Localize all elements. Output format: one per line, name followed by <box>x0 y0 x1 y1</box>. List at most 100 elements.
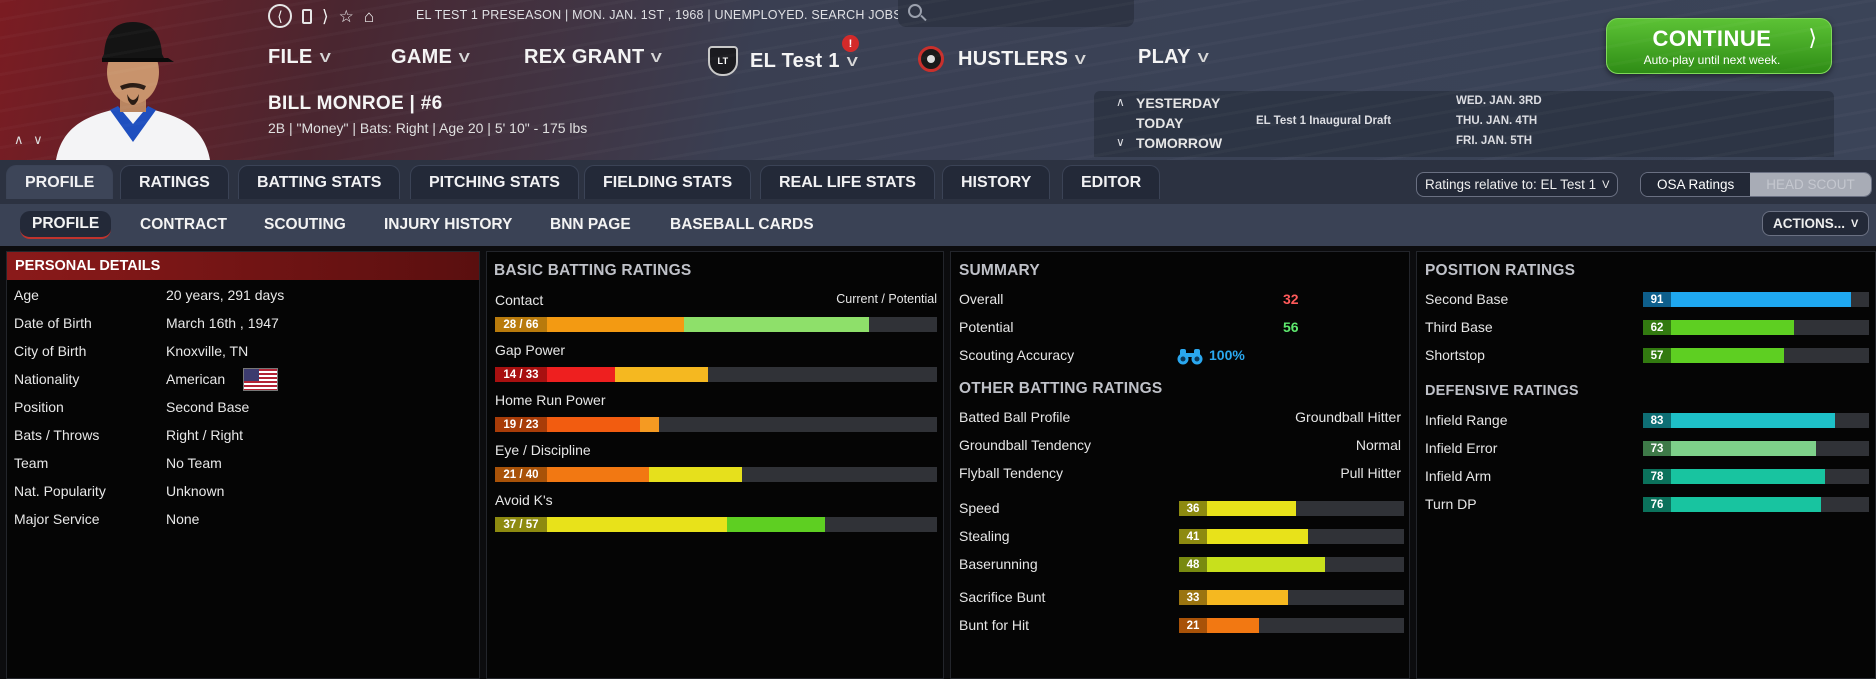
running-rating-bar: 36 <box>1179 501 1404 516</box>
menu-play[interactable]: PLAY V <box>1138 46 1210 69</box>
tab-batting-stats[interactable]: BATTING STATS <box>238 165 401 199</box>
head-scout-button[interactable]: HEAD SCOUT <box>1750 173 1871 196</box>
position-rating-value: 78 <box>1643 469 1671 484</box>
subtab-injury-history[interactable]: INJURY HISTORY <box>384 216 513 233</box>
tab-editor[interactable]: EDITOR <box>1062 165 1161 199</box>
rating-fill <box>1207 618 1259 633</box>
running-rating-label: Baserunning <box>959 556 1038 572</box>
chevron-up-icon[interactable]: ∧ <box>1116 95 1125 109</box>
game-status-line[interactable]: EL TEST 1 PRESEASON | MON. JAN. 1ST , 19… <box>416 8 913 22</box>
detail-value: No Team <box>166 455 222 471</box>
summary-title: SUMMARY <box>959 262 1040 279</box>
team-logo-icon <box>918 46 944 72</box>
menu-file[interactable]: FILE V <box>268 46 330 69</box>
tab-fielding-stats[interactable]: FIELDING STATS <box>584 165 752 199</box>
running-rating-value: 36 <box>1179 501 1207 516</box>
header: ∧ ∨ ⟨ ⟩ ☆ ⌂ EL TEST 1 PRESEASON | MON. J… <box>0 0 1876 160</box>
ratings-relative-dropdown[interactable]: Ratings relative to: EL Test 1 V <box>1416 172 1619 197</box>
other-batting-title: OTHER BATTING RATINGS <box>959 380 1163 397</box>
search-box[interactable] <box>898 0 1134 27</box>
search-input[interactable] <box>930 3 1126 23</box>
subtab-scouting[interactable]: SCOUTING <box>264 216 346 233</box>
home-icon[interactable]: ⌂ <box>363 6 375 26</box>
position-rating-value: 83 <box>1643 413 1671 428</box>
continue-button[interactable]: CONTINUE Auto-play until next week. ⟩ <box>1606 18 1832 74</box>
batting-rating-label: Contact <box>495 292 544 308</box>
position-ratings-title: POSITION RATINGS <box>1425 262 1576 279</box>
potential-value: 56 <box>1283 319 1299 335</box>
schedule-row-today[interactable]: TODAY EL Test 1 Inaugural Draft THU. JAN… <box>1094 115 1834 133</box>
subtab-bnn-page[interactable]: BNN PAGE <box>550 216 631 233</box>
batting-rating-label: Avoid K's <box>495 492 553 508</box>
batting-rating-value: 19 / 23 <box>495 417 547 432</box>
ratings-source-toggle: OSA Ratings HEAD SCOUT <box>1640 172 1872 197</box>
batting-rating-value: 21 / 40 <box>495 467 547 482</box>
batting-rating-bar: 14 / 33 <box>495 367 937 382</box>
actions-label: ACTIONS... <box>1773 216 1846 231</box>
forward-icon[interactable]: ⟩ <box>322 6 329 26</box>
summary-panel: SUMMARY Overall 32 Potential 56 Scouting… <box>950 251 1410 679</box>
batting-rating-bar: 21 / 40 <box>495 467 937 482</box>
detail-key: Bats / Throws <box>14 427 100 443</box>
current-fill <box>547 367 616 382</box>
position-rating-label: Third Base <box>1425 319 1493 335</box>
detail-value: Unknown <box>166 483 225 499</box>
running-rating-bar: 33 <box>1179 590 1404 605</box>
menu-team[interactable]: HUSTLERS V <box>918 46 1086 72</box>
player-up-down-arrows[interactable]: ∧ ∨ <box>14 132 46 147</box>
other-rating-key: Flyball Tendency <box>959 465 1064 481</box>
position-rating-bar: 78 <box>1643 469 1869 484</box>
position-rating-label: Second Base <box>1425 291 1509 307</box>
batting-rating-value: 37 / 57 <box>495 517 547 532</box>
menu-league[interactable]: LT EL Test 1 V <box>708 46 858 76</box>
running-rating-value: 33 <box>1179 590 1207 605</box>
tab-profile[interactable]: PROFILE <box>6 165 114 199</box>
document-icon[interactable] <box>302 8 312 24</box>
rating-fill <box>1671 320 1794 335</box>
star-icon[interactable]: ☆ <box>338 6 354 26</box>
subtab-baseball-cards[interactable]: BASEBALL CARDS <box>670 216 814 233</box>
schedule-row-yesterday[interactable]: ∧ YESTERDAY WED. JAN. 3RD <box>1094 95 1834 113</box>
potential-label: Potential <box>959 319 1014 335</box>
detail-value: Knoxville, TN <box>166 343 249 359</box>
batting-rating-bar: 19 / 23 <box>495 417 937 432</box>
position-rating-bar: 73 <box>1643 441 1869 456</box>
subtab-profile[interactable]: PROFILE <box>20 211 112 239</box>
schedule-event[interactable]: EL Test 1 Inaugural Draft <box>1256 115 1392 127</box>
schedule-date: FRI. JAN. 5TH <box>1456 135 1533 147</box>
menu-manager[interactable]: REX GRANT V <box>524 46 662 69</box>
position-rating-bar: 76 <box>1643 497 1869 512</box>
rating-fill <box>1207 501 1296 516</box>
tab-real-life-stats[interactable]: REAL LIFE STATS <box>760 165 935 199</box>
us-flag-icon <box>243 368 278 391</box>
osa-ratings-button[interactable]: OSA Ratings <box>1641 173 1751 196</box>
current-fill <box>547 467 650 482</box>
subtab-contract[interactable]: CONTRACT <box>140 216 227 233</box>
chevron-down-icon: V <box>1197 50 1210 65</box>
back-icon[interactable]: ⟨ <box>268 4 292 28</box>
chevron-down-icon[interactable]: ∨ <box>1116 135 1125 149</box>
rating-fill <box>1207 590 1289 605</box>
running-rating-value: 21 <box>1179 618 1207 633</box>
menu-game[interactable]: GAME V <box>391 46 470 69</box>
tab-ratings[interactable]: RATINGS <box>120 165 229 199</box>
batting-rating-label: Eye / Discipline <box>495 442 591 458</box>
detail-key: City of Birth <box>14 343 87 359</box>
position-rating-value: 73 <box>1643 441 1671 456</box>
actions-button[interactable]: ACTIONS... V <box>1762 211 1870 236</box>
main-tab-bar: PROFILE RATINGS BATTING STATS PITCHING S… <box>0 160 1876 204</box>
search-icon <box>908 4 922 18</box>
position-rating-label: Infield Arm <box>1425 468 1492 484</box>
rating-fill <box>1671 292 1852 307</box>
tab-history[interactable]: HISTORY <box>942 165 1051 199</box>
current-potential-legend: Current / Potential <box>836 292 937 306</box>
tab-pitching-stats[interactable]: PITCHING STATS <box>410 165 579 199</box>
schedule-row-tomorrow[interactable]: ∨ TOMORROW FRI. JAN. 5TH <box>1094 135 1834 153</box>
batting-rating-bar: 37 / 57 <box>495 517 937 532</box>
detail-value: Second Base <box>166 399 250 415</box>
running-rating-label: Speed <box>959 500 1000 516</box>
menu-manager-label: REX GRANT <box>524 46 645 68</box>
alert-badge[interactable]: ! <box>842 35 859 52</box>
menu-file-label: FILE <box>268 46 313 68</box>
menu-play-label: PLAY <box>1138 46 1191 68</box>
